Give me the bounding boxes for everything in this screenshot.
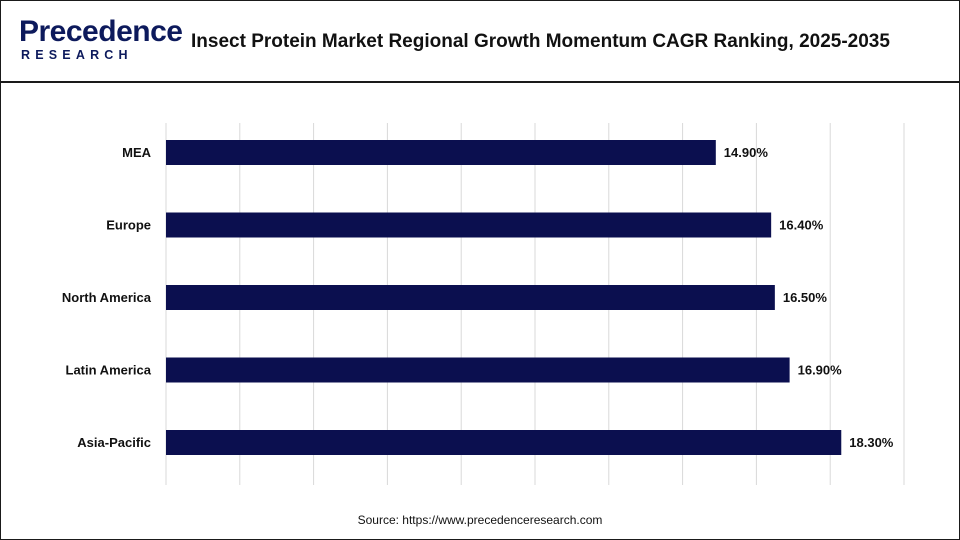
- precedence-research-logo: Precedence RESEARCH: [19, 15, 183, 65]
- data-label: 14.90%: [724, 145, 769, 160]
- data-label: 18.30%: [849, 435, 894, 450]
- data-label: 16.90%: [798, 363, 843, 378]
- bar: [166, 285, 775, 310]
- bar: [166, 430, 842, 455]
- category-label: Asia-Pacific: [77, 435, 151, 450]
- category-label: Latin America: [66, 363, 152, 378]
- data-label: 16.50%: [783, 290, 828, 305]
- bar-chart: MEA 14.90% Europe 16.40% North America 16.50%…: [62, 123, 905, 485]
- category-label: North America: [62, 290, 152, 305]
- logo-wordmark: Precedence: [19, 15, 183, 48]
- data-label: 16.40%: [779, 218, 824, 233]
- bar: [166, 357, 790, 383]
- category-label: Europe: [106, 218, 151, 233]
- bar: [166, 140, 716, 165]
- source-note: Source: https://www.precedenceresearch.c…: [357, 513, 603, 527]
- bar: [166, 212, 772, 238]
- category-label: MEA: [122, 145, 152, 160]
- chart-title: Insect Protein Market Regional Growth Mo…: [191, 31, 890, 52]
- header: Precedence RESEARCH Insect Protein Marke…: [1, 1, 959, 83]
- logo-subtitle: RESEARCH: [21, 48, 133, 62]
